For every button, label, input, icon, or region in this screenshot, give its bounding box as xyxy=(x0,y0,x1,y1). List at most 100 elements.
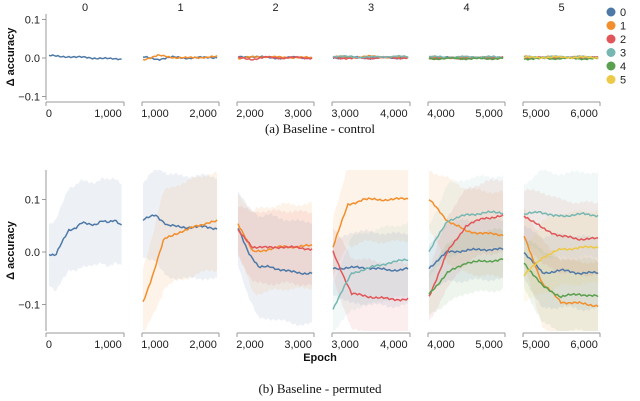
legend-label: 0 xyxy=(620,7,626,19)
panel-5: 5,000 6,000 xyxy=(522,170,601,351)
x-tick-label: 1,000 xyxy=(94,339,122,351)
x-tick-label: 5,000 xyxy=(475,339,503,351)
x-tick-label: 4,000 xyxy=(380,339,408,351)
band-series-2 xyxy=(332,227,409,331)
legend-label: 4 xyxy=(620,61,626,73)
chart-0: 0.1 0.0 −0.1Δ accuracy 0 0 1,000 1 1,000 2,000 22… xyxy=(5,2,601,136)
x-tick-label: 1,000 xyxy=(141,339,169,351)
x-tick-label: 5,000 xyxy=(522,339,550,351)
band-series-0 xyxy=(48,177,122,292)
line-series-3 xyxy=(332,54,409,59)
line-series-3 xyxy=(428,210,504,252)
x-tick-label: 0 xyxy=(46,339,52,351)
legend-marker-4 xyxy=(606,61,616,71)
legend-marker-2 xyxy=(606,34,616,44)
y-tick-label: 0.0 xyxy=(25,247,40,259)
x-axis-label: Epoch xyxy=(303,352,337,364)
panel-0: 0 0 1,000 xyxy=(45,2,125,120)
panel-title: 2 xyxy=(272,2,278,14)
legend-marker-0 xyxy=(606,7,616,17)
line-series-5 xyxy=(523,245,599,277)
line-series-0 xyxy=(142,214,218,231)
line-series-0 xyxy=(48,219,122,257)
line-series-2 xyxy=(332,55,409,61)
x-tick-label: 2,000 xyxy=(236,339,264,351)
x-tick-label: 3,000 xyxy=(331,339,359,351)
panel-title: 5 xyxy=(558,2,564,14)
x-tick-label: 4,000 xyxy=(427,108,455,120)
legend-label: 2 xyxy=(620,34,626,46)
line-series-2 xyxy=(237,229,313,252)
panel-title: 3 xyxy=(368,2,374,14)
band-series-1 xyxy=(142,171,218,331)
legend-label: 1 xyxy=(620,21,626,33)
panel-0: 0 1,000 xyxy=(45,177,125,351)
x-tick-label: 4,000 xyxy=(380,108,408,120)
panel-3: 3,000 4,000 xyxy=(331,170,411,351)
caption: (a) Baseline - control xyxy=(265,121,375,136)
legend-label: 5 xyxy=(620,75,626,87)
band-series-3 xyxy=(332,221,409,331)
legend-marker-5 xyxy=(606,75,616,84)
x-tick-label: 2,000 xyxy=(236,108,264,120)
line-series-1 xyxy=(523,235,599,308)
line-series-0 xyxy=(428,247,504,270)
line-series-2 xyxy=(237,55,313,61)
line-series-5 xyxy=(523,55,599,60)
y-tick-label: 0.0 xyxy=(25,53,40,65)
panel-title: 1 xyxy=(177,2,183,14)
x-tick-label: 2,000 xyxy=(189,339,217,351)
band-series-2 xyxy=(237,205,313,287)
line-series-3 xyxy=(429,55,504,59)
legend-label: 3 xyxy=(620,48,626,60)
line-series-1 xyxy=(332,197,409,248)
x-tick-label: 4,000 xyxy=(427,339,455,351)
line-series-0 xyxy=(237,228,313,276)
y-axis-label: Δ accuracy xyxy=(5,220,17,280)
line-series-2 xyxy=(523,215,599,241)
line-series-4 xyxy=(523,262,599,299)
line-series-0 xyxy=(48,54,122,61)
y-tick-label: 0.1 xyxy=(25,15,40,27)
x-tick-label: 1,000 xyxy=(141,108,169,120)
x-tick-label: 5,000 xyxy=(475,108,503,120)
x-tick-label: 3,000 xyxy=(284,339,312,351)
x-tick-label: 6,000 xyxy=(570,108,598,120)
x-tick-label: 5,000 xyxy=(522,108,550,120)
panel-1: 1,000 2,000 xyxy=(141,170,220,351)
panel-2: 2 2,000 3,000 xyxy=(236,2,315,120)
band-series-2 xyxy=(428,178,504,322)
x-tick-label: 1,000 xyxy=(94,108,122,120)
panel-5: 5 5,000 6,000 xyxy=(522,2,601,120)
x-tick-label: 3,000 xyxy=(284,108,312,120)
line-series-0 xyxy=(332,265,409,272)
legend: 0 12 34 5 xyxy=(606,7,626,87)
panel-title: 0 xyxy=(82,2,88,14)
panel-4: 4,000 5,000 xyxy=(427,170,506,351)
panel-2: 2,000 3,000 xyxy=(236,191,315,351)
line-series-4 xyxy=(428,56,504,61)
line-series-2 xyxy=(428,214,504,297)
band-series-5 xyxy=(523,209,599,302)
line-series-3 xyxy=(332,258,409,310)
line-series-1 xyxy=(142,219,218,303)
panel-3: 3 3,000 4,000 xyxy=(331,2,411,120)
y-axis-label: Δ accuracy xyxy=(5,27,17,87)
band-series-0 xyxy=(142,170,218,281)
line-series-1 xyxy=(142,53,218,61)
panel-1: 1 1,000 2,000 xyxy=(141,2,220,120)
band-series-1 xyxy=(332,170,409,275)
y-tick-label: 0.1 xyxy=(25,195,40,207)
legend-marker-3 xyxy=(606,48,616,57)
line-series-3 xyxy=(523,210,599,218)
band-series-2 xyxy=(523,188,599,278)
band-series-4 xyxy=(523,237,599,331)
line-series-2 xyxy=(332,250,409,302)
line-series-0 xyxy=(523,252,599,276)
x-tick-label: 0 xyxy=(46,108,52,120)
x-tick-label: 3,000 xyxy=(331,108,359,120)
y-tick-label: −0.1 xyxy=(18,92,40,104)
x-tick-label: 6,000 xyxy=(570,339,598,351)
